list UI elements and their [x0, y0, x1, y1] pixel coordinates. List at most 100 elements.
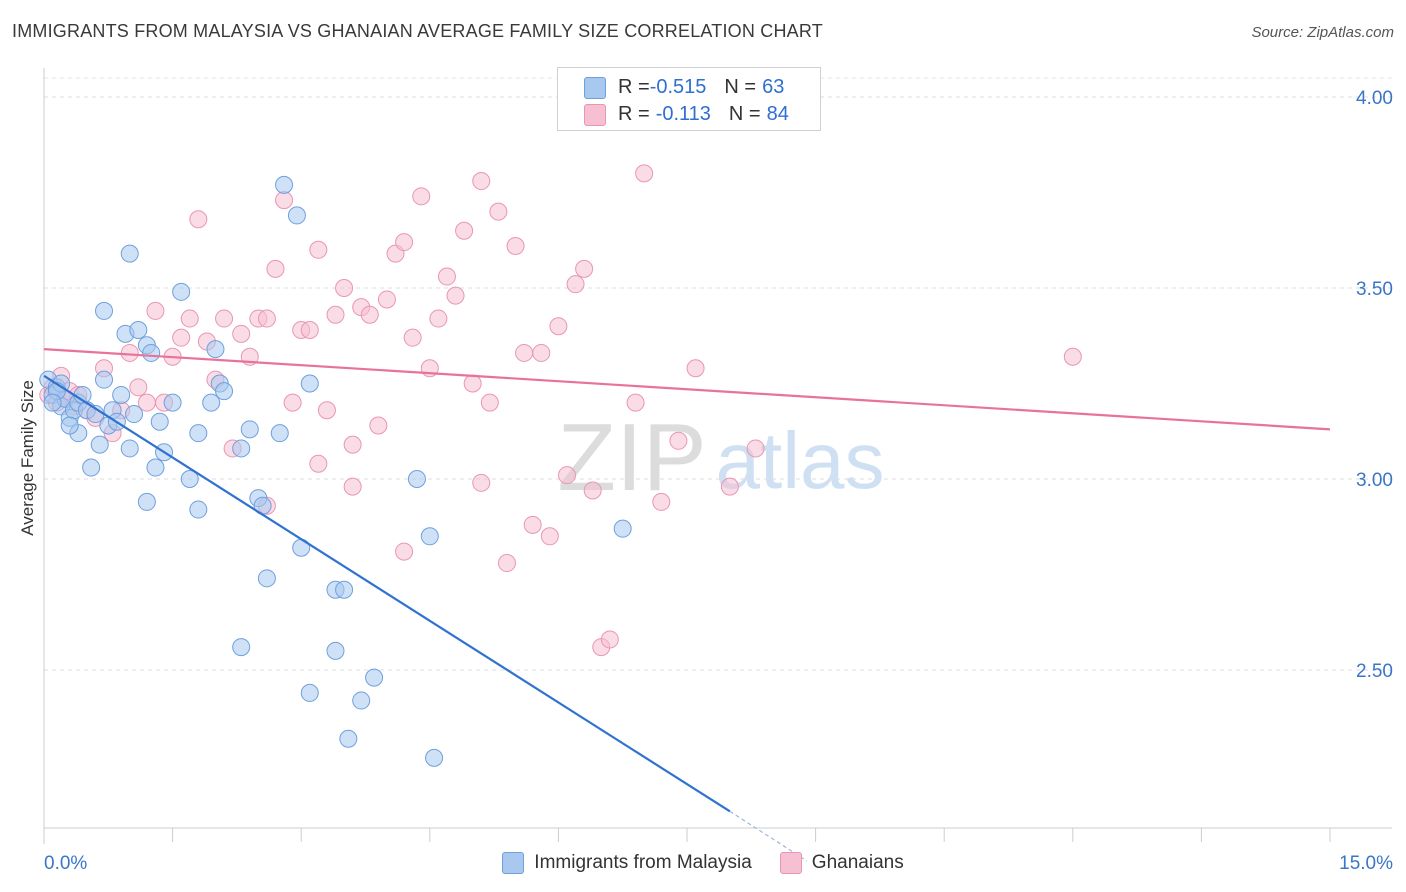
ghanaians-point — [515, 343, 534, 362]
ghanaians-point — [523, 515, 542, 534]
malaysia-point — [189, 500, 208, 519]
malaysia-point — [232, 638, 251, 657]
ghanaians-point — [317, 401, 336, 420]
y-tick-label: 3.00 — [1356, 470, 1393, 491]
ghanaians-point — [360, 305, 379, 324]
ghanaians-point — [480, 393, 499, 412]
n-label: N = — [724, 76, 757, 98]
ghanaians-point — [600, 630, 619, 649]
malaysia-points — [39, 175, 632, 767]
legend-label: Ghanaians — [811, 852, 904, 873]
ghanaians-point — [532, 343, 551, 362]
malaysia-point — [142, 343, 161, 362]
legend-item-malaysia[interactable]: Immigrants from Malaysia — [502, 852, 752, 874]
ghanaians-point — [472, 473, 491, 492]
malaysia-point — [60, 416, 79, 435]
x-tick-label: 15.0% — [1339, 853, 1393, 874]
malaysia-point — [180, 470, 199, 488]
malaysia-point — [146, 458, 165, 477]
malaysia-trend-extension — [729, 810, 808, 862]
ghanaians-point — [395, 233, 414, 252]
legend-item-ghanaians[interactable]: Ghanaians — [779, 852, 904, 874]
malaysia-point — [335, 580, 354, 599]
ghanaians-point — [540, 527, 559, 546]
malaysia-swatch — [584, 76, 606, 99]
correlation-legend: R = -0.515 N = 63 R = -0.113 N = 84 — [557, 67, 821, 131]
watermark: ZIP atlas — [557, 404, 884, 511]
malaysia-point — [352, 691, 371, 710]
ghanaians-point — [635, 164, 654, 183]
malaysia-point — [95, 370, 114, 389]
malaysia-point — [300, 683, 319, 702]
ghanaians-point — [506, 236, 525, 255]
malaysia-point — [215, 382, 234, 401]
ghanaians-point — [343, 435, 362, 454]
malaysia-point — [287, 206, 306, 225]
malaysia-point — [420, 527, 439, 546]
malaysia-point — [137, 492, 156, 511]
source-note: Source: ZipAtlas.com — [1251, 24, 1394, 41]
malaysia-point — [82, 458, 101, 477]
ghanaians-point — [549, 317, 568, 336]
ghanaians-point — [455, 221, 474, 240]
ghanaians-point — [575, 259, 594, 278]
malaysia-point — [125, 405, 144, 424]
ghanaians-point — [669, 431, 688, 450]
watermark-zip: ZIP — [557, 404, 706, 511]
ghanaians-point — [275, 191, 294, 210]
ghanaians-point — [309, 454, 328, 473]
malaysia-point — [129, 321, 148, 340]
ghanaians-point — [583, 481, 602, 500]
malaysia-point — [95, 301, 114, 320]
ghanaians-point — [335, 279, 354, 297]
watermark-atlas: atlas — [716, 416, 885, 505]
ghanaians-point — [463, 374, 482, 393]
ghanaians-point — [232, 324, 251, 343]
malaysia-point — [339, 729, 358, 748]
malaysia-point — [232, 439, 251, 458]
ghanaians-point — [309, 240, 328, 259]
r-label: R = — [618, 76, 650, 98]
ghanaians-point — [395, 542, 414, 561]
ghanaians-point — [215, 309, 234, 328]
legend-label: Immigrants from Malaysia — [534, 852, 752, 873]
tick-labels: 2.50 3.00 3.50 4.00 0.0% 15.0% — [44, 88, 1393, 874]
malaysia-point — [275, 175, 294, 194]
ghanaians-point — [283, 393, 302, 412]
ghanaians-point — [497, 554, 516, 573]
y-tick-label: 4.00 — [1356, 88, 1393, 109]
legend-row-malaysia: R = -0.515 N = 63 — [584, 76, 784, 99]
grid-lines — [44, 77, 1392, 671]
malaysia-point — [189, 424, 208, 443]
malaysia-point — [202, 393, 221, 412]
ghanaians-point — [172, 328, 191, 347]
ghanaians-point — [446, 286, 465, 305]
ghanaians-point — [412, 187, 431, 206]
malaysia-point — [613, 519, 632, 538]
series-legend: Immigrants from Malaysia Ghanaians — [0, 852, 1406, 874]
ghanaians-point — [746, 439, 765, 458]
malaysia-point — [43, 393, 62, 412]
trend-lines — [43, 348, 1331, 862]
ghanaians-trend-line — [43, 348, 1331, 431]
ghanaians-point — [257, 309, 276, 328]
malaysia-trend-line — [43, 374, 731, 813]
malaysia-point — [112, 385, 131, 404]
ghanaians-point — [626, 393, 645, 412]
ghanaians-point — [369, 416, 388, 435]
ghanaians-points — [39, 110, 1082, 657]
malaysia-point — [90, 435, 109, 454]
r-value: -0.515 — [649, 76, 707, 98]
ghanaians-point — [489, 202, 508, 221]
ghanaians-point — [266, 259, 285, 278]
ghanaians-swatch — [584, 103, 606, 126]
n-value: 84 — [766, 103, 789, 125]
malaysia-point — [206, 340, 225, 359]
ghanaians-point — [557, 466, 576, 485]
legend-row-ghanaians: R = -0.113 N = 84 — [584, 103, 789, 126]
ghanaians-point — [652, 492, 671, 511]
malaysia-point — [257, 569, 276, 588]
r-label: R = — [618, 103, 650, 125]
chart-title: IMMIGRANTS FROM MALAYSIA VS GHANAIAN AVE… — [12, 21, 823, 41]
